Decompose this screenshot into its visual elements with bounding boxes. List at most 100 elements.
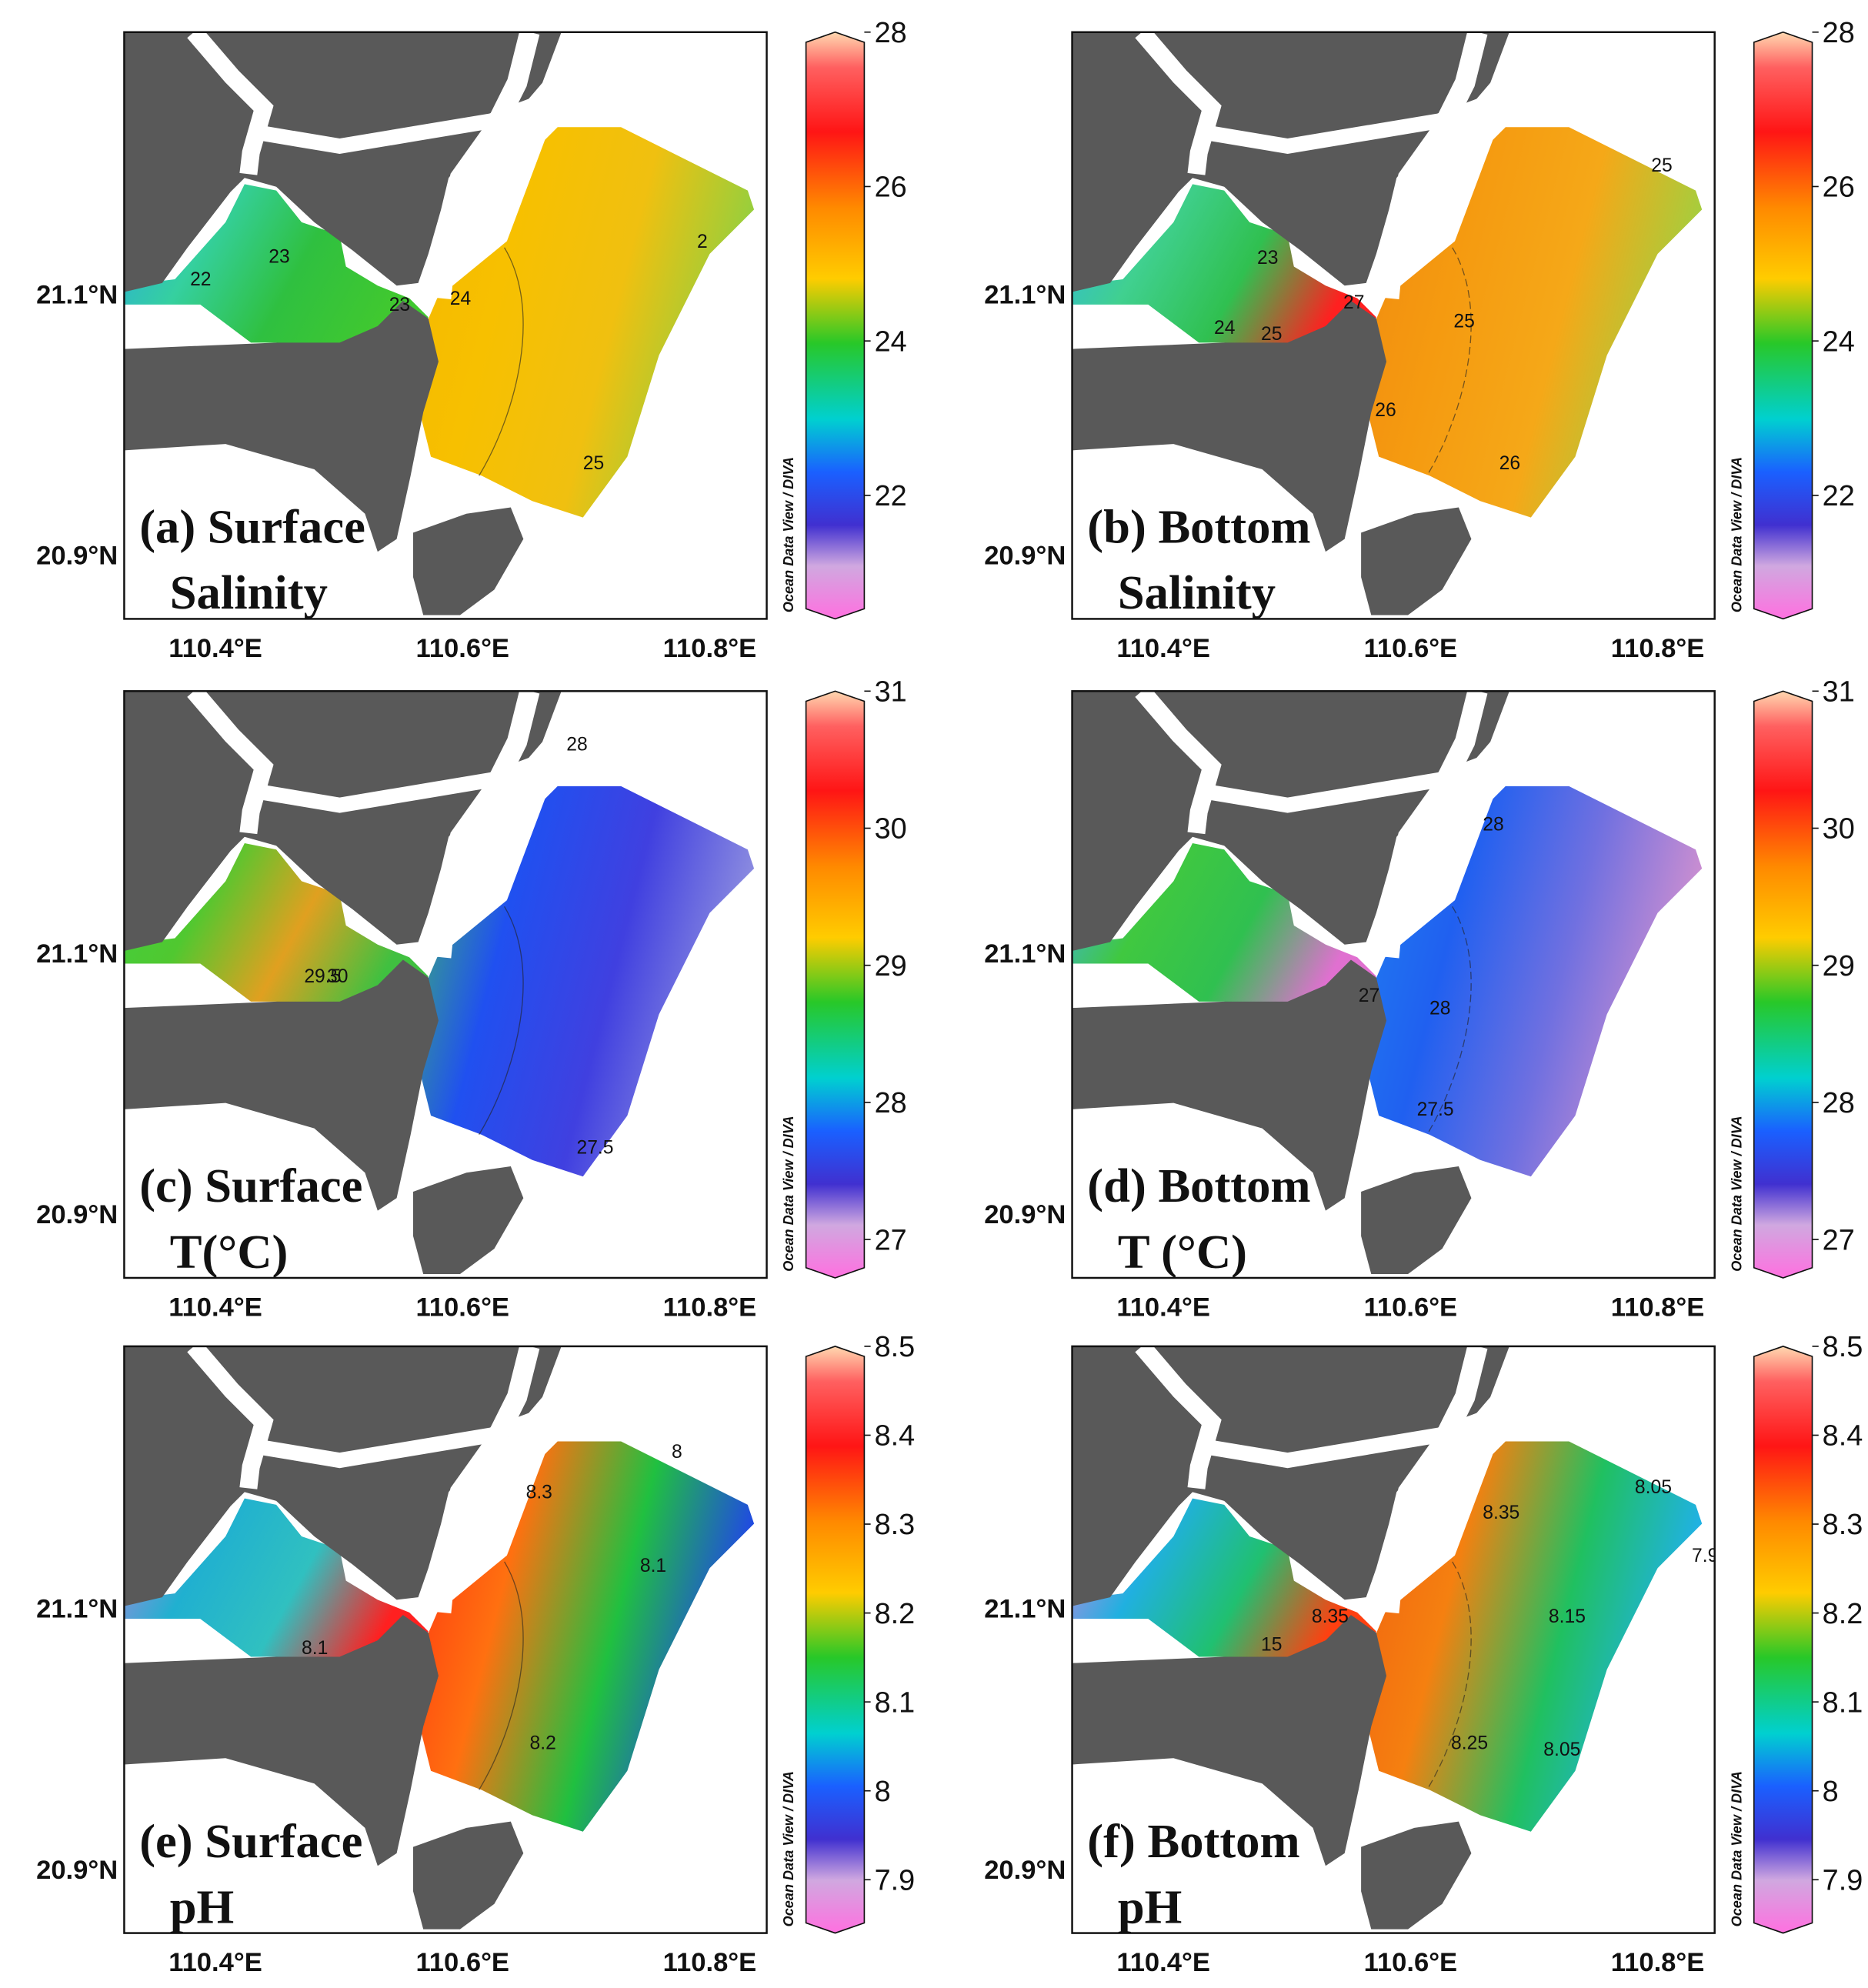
contour-label: 25 (583, 453, 604, 474)
contour-label: 29.5 (304, 966, 341, 987)
x-label: 110.8°E (1611, 1293, 1705, 1322)
credit: Ocean Data View / DIVA (1729, 1771, 1744, 1926)
colorbar-tick-label: 28 (1823, 1087, 1855, 1119)
panel-quantity: T (°C) (1118, 1225, 1247, 1279)
contour-label: 26 (1375, 400, 1396, 421)
panel: 8.35 8.05 8.15 8.25 8.05 8.35 15 7.95 110.4°E 110… (984, 1331, 1863, 1977)
contour-label: 8.35 (1483, 1503, 1519, 1523)
panel-quantity: Salinity (170, 565, 328, 619)
contour-label: 8.1 (302, 1638, 328, 1659)
x-label: 110.8°E (1611, 634, 1705, 663)
x-label: 110.4°E (168, 1948, 262, 1977)
credit: Ocean Data View / DIVA (781, 1116, 796, 1271)
contour-label: 8.05 (1543, 1740, 1580, 1760)
x-label: 110.8°E (663, 1948, 757, 1977)
contour-label: 23 (269, 247, 289, 268)
colorbar-tick-label: 8.2 (875, 1598, 916, 1630)
y-label: 21.1°N (984, 1594, 1066, 1623)
map: 23 24 25 27 25 26 26 25 (1072, 32, 1715, 619)
y-label: 21.1°N (984, 939, 1066, 969)
contour-label: 27.5 (1417, 1099, 1454, 1120)
x-label: 110.6°E (1364, 1948, 1458, 1977)
contour-label: 24 (450, 289, 471, 309)
contour-label: 7.95 (1692, 1546, 1729, 1566)
y-label: 21.1°N (984, 280, 1066, 309)
panel-quantity: T(°C) (170, 1225, 289, 1279)
colorbar-tick-label: 28 (875, 17, 907, 49)
map: 28 27 28 27.5 (1072, 691, 1715, 1278)
field-estuary (1072, 1498, 1376, 1663)
map: 28 29.530 27.5 (124, 691, 767, 1278)
map-frame (123, 690, 768, 1279)
panel-quantity: pH (1118, 1880, 1182, 1933)
colorbar-tick-label: 27 (1823, 1224, 1855, 1256)
contour-label: 8.25 (1451, 1733, 1488, 1754)
colorbar-tick-label: 7.9 (1823, 1864, 1863, 1896)
colorbar-tick-label: 8.3 (1823, 1509, 1863, 1541)
map: 23 22 23 24 25 2 (124, 32, 767, 619)
y-label: 20.9°N (36, 1200, 118, 1229)
credit: Ocean Data View / DIVA (781, 1771, 796, 1926)
credit: Ocean Data View / DIVA (1729, 1116, 1744, 1271)
panel-label: (b) Bottom (1087, 500, 1310, 554)
contour-line (1426, 1561, 1472, 1790)
map: 8.35 8.05 8.15 8.25 8.05 8.35 15 7.95 (1072, 1346, 1729, 1933)
colorbar-tick-label: 22 (1823, 480, 1855, 512)
contour-label: 22 (190, 269, 211, 290)
contour-label: 28 (1429, 998, 1450, 1019)
colorbar-tick-label: 24 (875, 325, 907, 358)
x-label: 110.6°E (415, 1948, 509, 1977)
field-offshore (1366, 1441, 1703, 1832)
colorbar (1753, 1346, 1813, 1934)
x-label: 110.6°E (415, 634, 509, 663)
x-label: 110.8°E (663, 1293, 757, 1322)
field-offshore (1366, 127, 1703, 518)
contour-label: 2 (697, 232, 708, 252)
x-label: 110.4°E (1116, 1293, 1210, 1322)
credit: Ocean Data View / DIVA (1729, 457, 1744, 612)
colorbar-tick-label: 8.3 (875, 1509, 916, 1541)
x-label: 110.4°E (1116, 634, 1210, 663)
contour-label: 27 (1343, 292, 1364, 313)
x-label: 110.4°E (168, 634, 262, 663)
colorbar-tick-label: 24 (1823, 325, 1855, 358)
panel-label: (c) Surface (139, 1159, 362, 1212)
contour-label: 30 (327, 966, 348, 987)
panel-label: (a) Surface (139, 500, 365, 554)
contour-label: 8.35 (1312, 1606, 1349, 1627)
map-frame (1071, 690, 1716, 1279)
contour-label: 25 (1261, 324, 1282, 345)
contour-label: 27.5 (576, 1138, 613, 1159)
contour-line (479, 247, 524, 476)
contour-line (479, 906, 524, 1136)
x-label: 110.8°E (663, 634, 757, 663)
field-estuary (1072, 184, 1376, 349)
panel: 8.3 8 8.1 8.2 8.1 110.4°E 110.6°E 110.8°E 21.1°N… (36, 1331, 915, 1977)
colorbar-tick-label: 27 (875, 1224, 907, 1256)
y-label: 20.9°N (984, 542, 1066, 571)
panel-quantity: pH (170, 1880, 234, 1933)
y-label: 20.9°N (36, 1856, 118, 1885)
map-frame (1071, 1345, 1716, 1934)
contour-label: 23 (1257, 248, 1278, 269)
colorbar-tick-label: 8 (875, 1776, 891, 1808)
panel: 23 24 25 27 25 26 26 25 110.4°E 110.6°E 110.8°E 21.… (984, 17, 1855, 663)
y-label: 20.9°N (36, 542, 118, 571)
colorbar-tick-label: 8.2 (1823, 1598, 1863, 1630)
colorbar-tick-label: 30 (875, 813, 907, 846)
contour-label: 8.15 (1549, 1606, 1586, 1627)
contour-label: 28 (1483, 815, 1503, 836)
colorbar-tick-label: 7.9 (875, 1864, 916, 1896)
colorbar-tick-label: 8.5 (1823, 1331, 1863, 1363)
contour-label: 27 (1359, 986, 1379, 1006)
field-estuary (1072, 842, 1376, 1009)
x-label: 110.6°E (1364, 634, 1458, 663)
colorbar-tick-label: 31 (875, 675, 907, 708)
panel-label: (f) Bottom (1087, 1814, 1299, 1868)
field-offshore (418, 127, 755, 518)
contour-line (479, 1561, 524, 1790)
contour-label: 25 (1651, 155, 1672, 176)
contour-label: 8.05 (1635, 1477, 1672, 1498)
contour-label: 25 (1453, 312, 1474, 332)
